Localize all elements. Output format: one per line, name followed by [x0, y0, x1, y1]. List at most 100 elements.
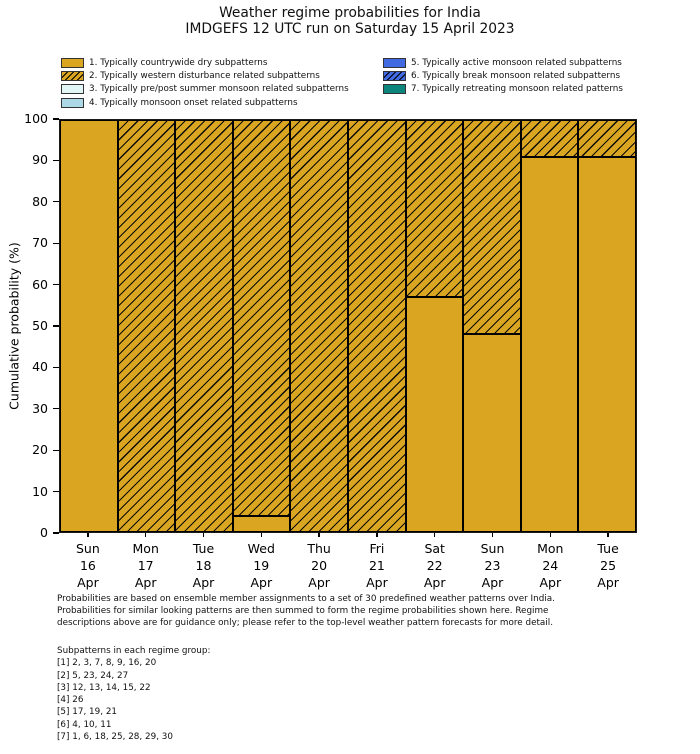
legend-item-4: 4. Typically monsoon onset related subpa… [61, 96, 349, 109]
y-tick-label-60: 60 [32, 276, 48, 292]
x-tick-mark [434, 533, 436, 537]
legend-swatch-5 [383, 57, 406, 68]
bar-segment-regime-1 [463, 334, 521, 532]
legend-swatch-6-hatched [383, 71, 406, 82]
x-tick-label-line: 21 [368, 558, 385, 573]
x-tick-label-line: 16 [79, 558, 96, 573]
x-tick-label-line: Apr [597, 575, 619, 590]
legend-swatch-2-hatched [61, 71, 84, 82]
bar-sun-23-apr [463, 120, 521, 532]
x-tick-label-line: 25 [600, 558, 617, 573]
subpatterns-header: Subpatterns in each regime group: [57, 646, 211, 656]
bar-wed-19-apr [232, 120, 291, 532]
x-tick-label-fri-21-apr: Fri 21 Apr [348, 540, 406, 591]
x-tick-label-line: Apr [481, 575, 504, 590]
chart-subtitle: IMDGEFS 12 UTC run on Saturday 15 April … [185, 21, 515, 37]
x-tick-label-line: Tue [192, 541, 215, 556]
bar-mon-24-apr [520, 120, 579, 532]
x-tick-label-line: Apr [539, 575, 562, 590]
y-tick-label-30: 30 [32, 400, 48, 416]
x-tick-label-thu-20-apr: Thu 20 Apr [290, 540, 348, 591]
bar-segment-regime-2 [405, 120, 464, 298]
bar-sun-16-apr [60, 120, 118, 532]
x-tick-mark [376, 533, 378, 537]
subpattern-line: [3] 12, 13, 14, 15, 22 [57, 682, 151, 693]
legend-swatch-4 [61, 97, 84, 108]
bar-tue-25-apr [578, 120, 636, 532]
legend-column-left: 1. Typically countrywide dry subpatterns… [61, 56, 349, 110]
legend-label: 4. Typically monsoon onset related subpa… [89, 97, 298, 108]
y-tick-mark [53, 491, 59, 493]
bar-mon-17-apr [117, 120, 176, 532]
y-tick-label-0: 0 [40, 525, 48, 540]
x-tick-label-tue-18-apr: Tue 18 Apr [175, 540, 233, 591]
bar-segment-regime-1 [60, 120, 118, 532]
x-tick-label-line: Apr [366, 575, 388, 590]
bar-segment-regime-1 [578, 157, 636, 532]
bar-segment-regime-2 [290, 120, 348, 532]
x-tick-mark [145, 533, 147, 537]
footnote: Probabilities are based on ensemble memb… [57, 593, 555, 629]
y-tick-mark [53, 449, 59, 451]
bar-segment-regime-1 [232, 515, 291, 532]
x-tick-mark [491, 533, 494, 537]
subpattern-line: [4] 26 [57, 695, 84, 706]
y-tick-mark [53, 408, 59, 410]
subpattern-line: [2] 5, 23, 24, 27 [57, 670, 129, 681]
bar-sat-22-apr [405, 120, 464, 532]
x-tick-label-line: Apr [308, 575, 330, 590]
y-tick-label-50: 50 [32, 318, 48, 333]
legend-swatch-3 [61, 84, 84, 95]
x-tick-label-mon-24-apr: Mon 24 Apr [521, 540, 579, 591]
x-tick-mark [318, 533, 320, 537]
legend-swatch-1 [61, 57, 84, 68]
y-tick-mark [53, 159, 59, 162]
legend-label: 1. Typically countrywide dry subpatterns [89, 57, 268, 68]
legend-column-right: 5. Typically active monsoon related subp… [383, 56, 623, 96]
footnote-line: Probabilities are based on ensemble memb… [57, 594, 555, 604]
y-tick-label-70: 70 [32, 235, 48, 251]
chart-title-block: Weather regime probabilities for India I… [0, 5, 700, 37]
y-tick-mark [53, 242, 59, 244]
x-tick-label-sun-16-apr: Sun 16 Apr [59, 540, 117, 591]
x-tick-mark [87, 533, 89, 537]
bar-segment-regime-1 [405, 297, 464, 532]
bar-tue-18-apr [175, 120, 233, 532]
legend-swatch-7 [383, 84, 406, 95]
legend-label: 6. Typically break monsoon related subpa… [411, 71, 621, 82]
x-tick-label-line: Apr [250, 575, 273, 590]
x-tick-label-sun-23-apr: Sun 23 Apr [464, 540, 522, 591]
legend-item-5: 5. Typically active monsoon related subp… [383, 56, 623, 69]
x-tick-label-mon-17-apr: Mon 17 Apr [117, 540, 175, 591]
x-tick-mark [260, 533, 262, 537]
x-tick-label-line: Tue [597, 541, 619, 556]
footnote-line: descriptions above are for guidance only… [57, 618, 554, 629]
y-tick-mark [53, 284, 59, 286]
subpattern-line: [1] 2, 3, 7, 8, 9, 16, 20 [57, 658, 157, 669]
bar-segment-regime-2 [175, 120, 233, 532]
y-tick-label-100: 100 [24, 111, 48, 126]
x-tick-mark [607, 533, 609, 537]
x-tick-label-line: 17 [137, 558, 154, 573]
legend-item-1: 1. Typically countrywide dry subpatterns [61, 56, 349, 69]
x-tick-label-line: 23 [484, 558, 501, 573]
x-tick-label-line: Fri [369, 541, 385, 556]
x-tick-label-line: Mon [132, 541, 159, 556]
bar-segment-regime-2 [232, 120, 291, 516]
chart-title: Weather regime probabilities for India [219, 5, 481, 21]
x-tick-label-line: 18 [195, 558, 212, 573]
x-tick-label-line: Apr [77, 575, 99, 590]
legend-item-7: 7. Typically retreating monsoon related … [383, 83, 623, 96]
x-tick-label-line: Sat [424, 541, 445, 556]
y-tick-label-90: 90 [32, 152, 48, 168]
legend-item-6: 6. Typically break monsoon related subpa… [383, 69, 623, 82]
x-tick-label-line: Wed [247, 541, 275, 556]
x-tick-label-line: Sun [480, 541, 505, 556]
x-tick-label-tue-25-apr: Tue 25 Apr [579, 540, 637, 591]
subpattern-line: [7] 1, 6, 18, 25, 28, 29, 30 [57, 732, 173, 743]
y-tick-label-20: 20 [32, 442, 48, 458]
x-tick-label-line: Thu [307, 541, 331, 556]
legend-item-2: 2. Typically western disturbance related… [61, 69, 349, 82]
bar-segment-regime-2 [347, 120, 406, 532]
